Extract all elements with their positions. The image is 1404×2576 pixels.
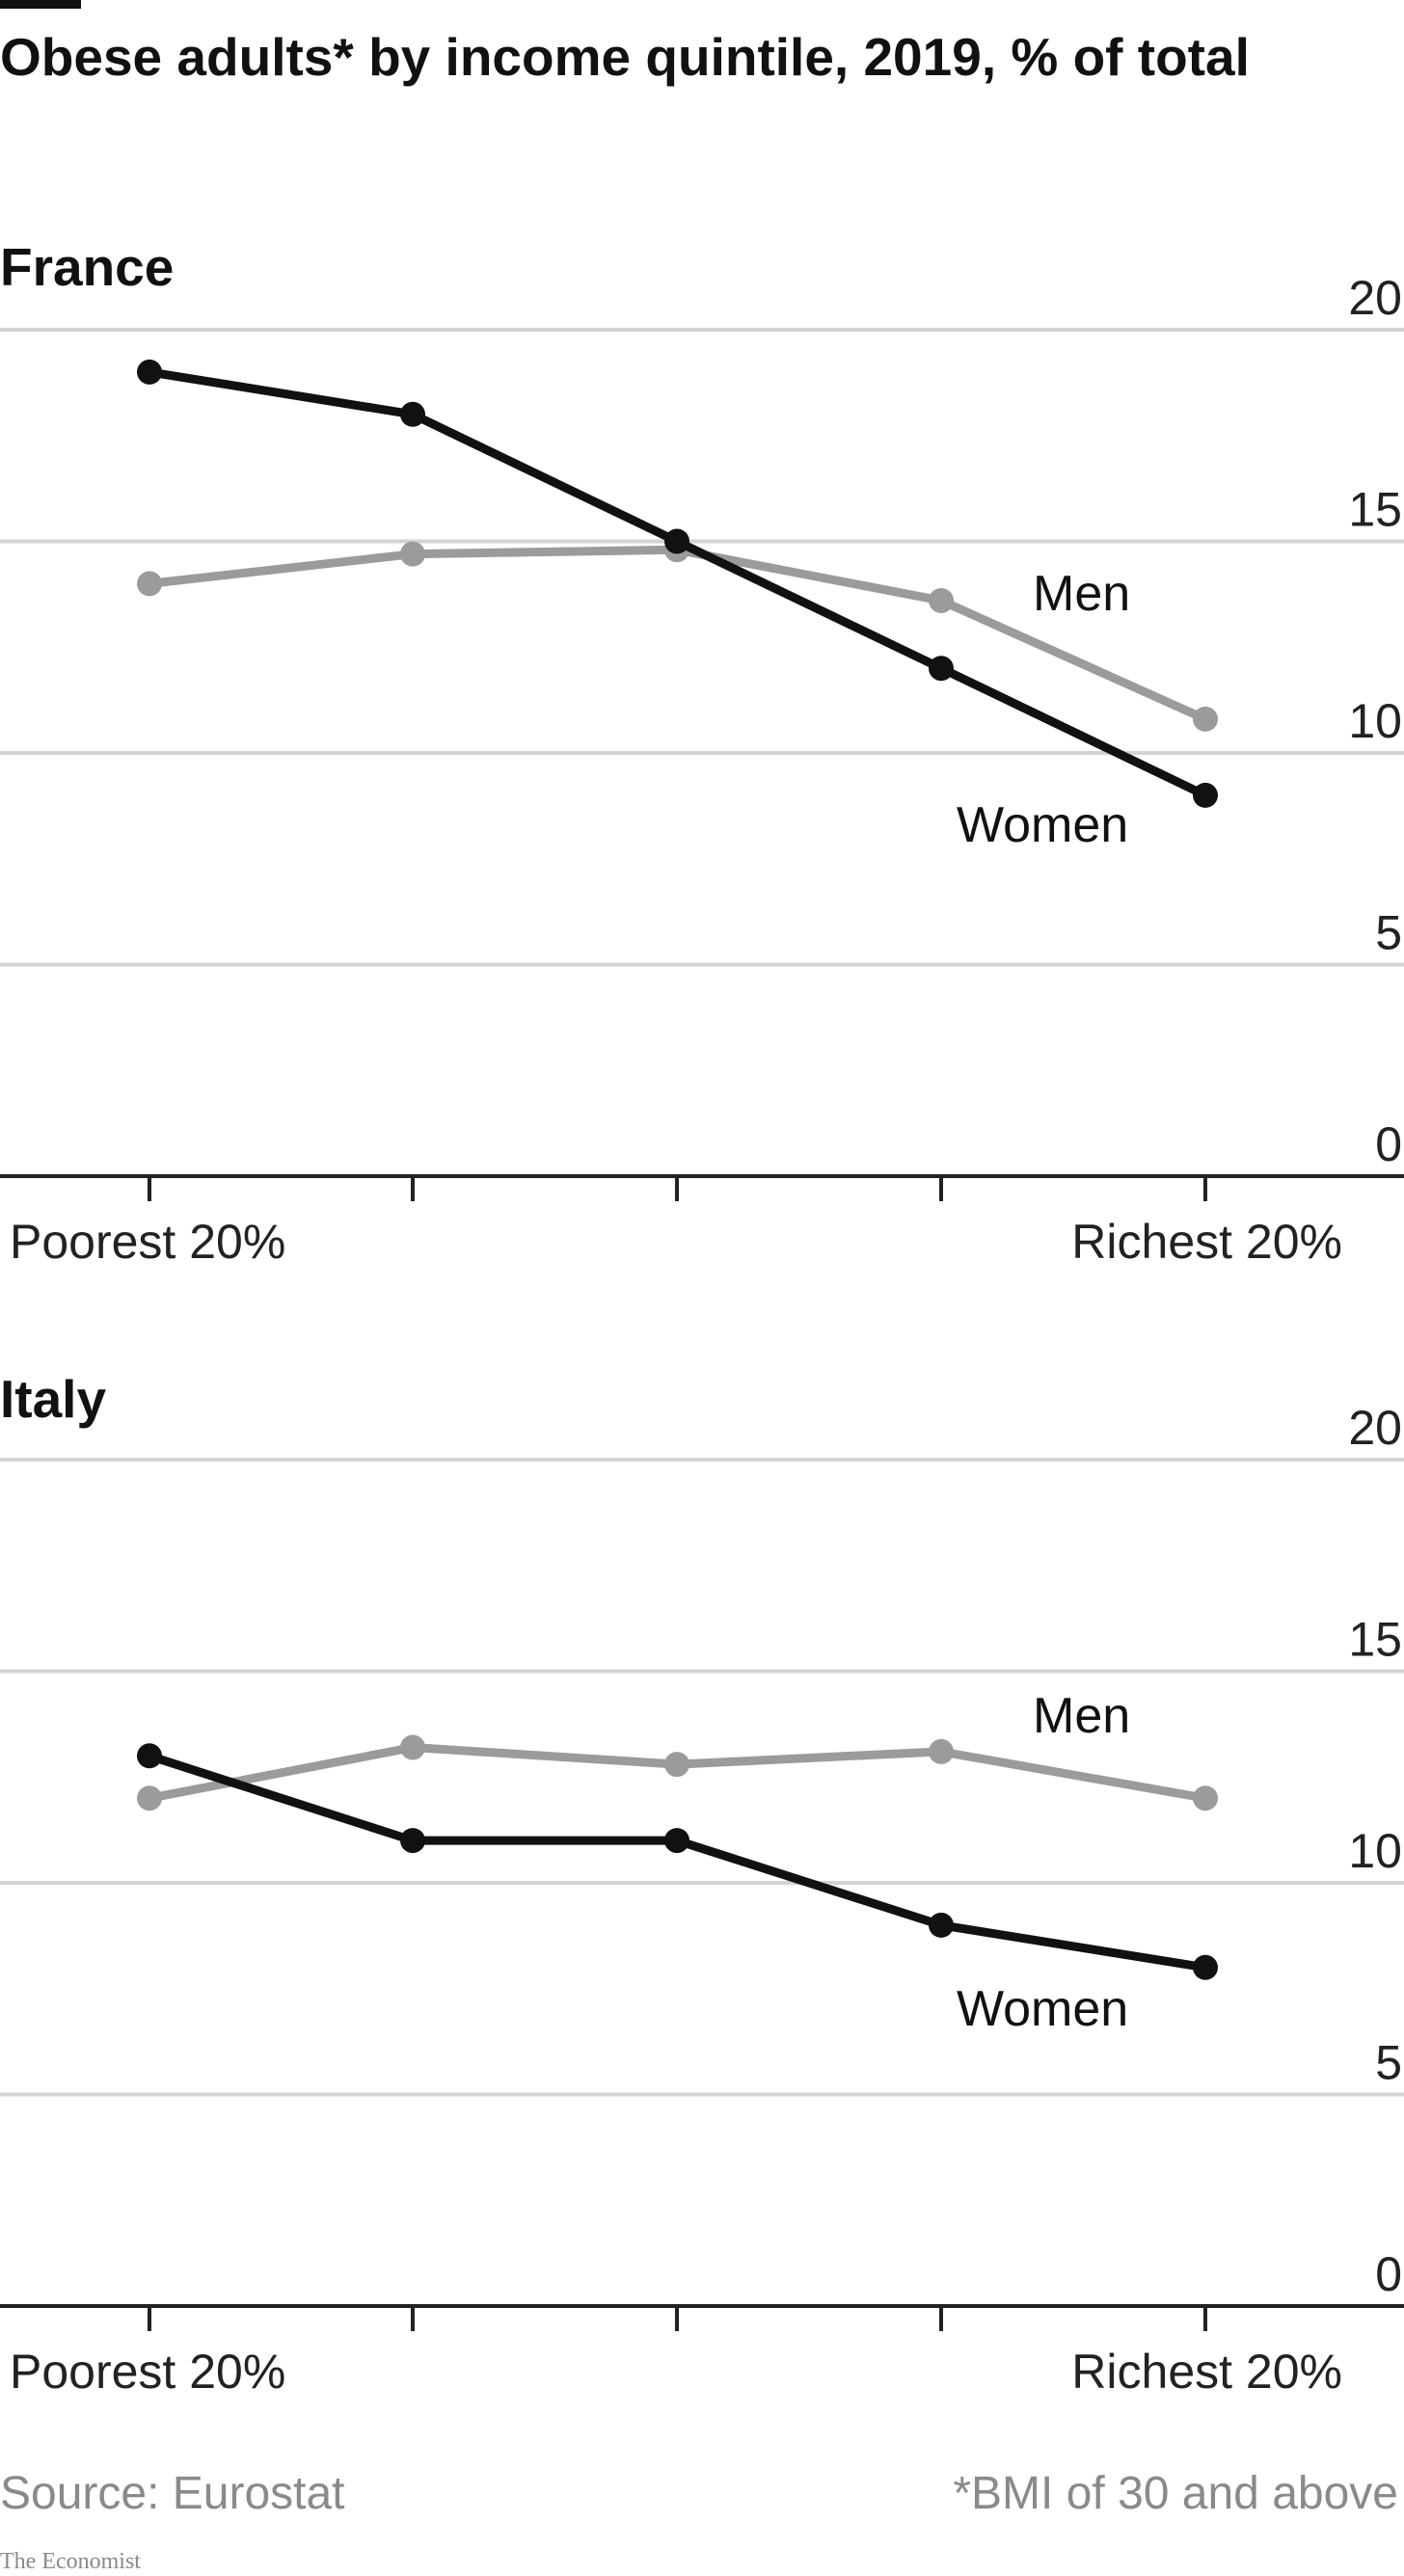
brand-label: The Economist — [0, 2549, 141, 2574]
y-tick-label: 5 — [1375, 906, 1402, 960]
y-tick-label: 10 — [1348, 694, 1402, 748]
footnote: *BMI of 30 and above — [953, 2468, 1398, 2519]
data-point-men — [137, 1785, 162, 1811]
y-tick-label: 0 — [1375, 1117, 1402, 1171]
panel-italy: Italy 20 15 10 5 0 Poorest 20% Richest 20% Men Wo… — [0, 1369, 1404, 2399]
panel-title: France — [0, 237, 174, 297]
data-point-women — [400, 1828, 425, 1854]
data-point-women — [929, 656, 954, 682]
data-point-women — [1193, 782, 1218, 808]
y-tick-label: 5 — [1375, 2036, 1402, 2090]
series-label-women: Women — [957, 1981, 1128, 2037]
x-tick-label: Richest 20% — [1071, 1215, 1342, 1269]
data-point-women — [137, 359, 162, 385]
data-point-women — [664, 528, 689, 554]
data-point-men — [137, 571, 162, 597]
series-line-women — [145, 1751, 1210, 1972]
data-point-women — [929, 1912, 954, 1938]
y-tick-label: 0 — [1375, 2247, 1402, 2301]
y-tick-label: 20 — [1348, 1401, 1402, 1455]
data-point-women — [137, 1743, 162, 1769]
panels: France 20 15 10 5 0 Poorest 20% Richest 20% Men W… — [0, 237, 1404, 2399]
data-point-women — [400, 401, 425, 427]
x-tick-label: Poorest 20% — [10, 1215, 285, 1269]
data-point-men — [400, 541, 425, 567]
chart-title: Obese adults* by income quintile, 2019, … — [0, 27, 1250, 87]
data-point-men — [1193, 706, 1218, 732]
panel-france: France 20 15 10 5 0 Poorest 20% Richest 20% Men W… — [0, 237, 1404, 1269]
series-label-women: Women — [957, 797, 1128, 853]
y-tick-label: 10 — [1348, 1824, 1402, 1878]
panel-title: Italy — [0, 1369, 106, 1429]
data-point-men — [664, 1752, 689, 1778]
y-tick-label: 20 — [1348, 271, 1402, 325]
accent-bar — [0, 0, 81, 9]
data-point-men — [400, 1734, 425, 1760]
data-point-men — [929, 587, 954, 613]
series-label-men: Men — [1033, 566, 1130, 622]
y-tick-label: 15 — [1348, 1613, 1402, 1667]
series-label-men: Men — [1033, 1688, 1130, 1744]
x-tick-label: Richest 20% — [1071, 2345, 1342, 2399]
source-note: Source: Eurostat — [0, 2468, 345, 2519]
data-point-women — [664, 1828, 689, 1854]
data-point-men — [929, 1738, 954, 1764]
y-tick-label: 15 — [1348, 483, 1402, 537]
data-point-women — [1193, 1954, 1218, 1980]
x-tick-label: Poorest 20% — [10, 2345, 285, 2399]
data-point-men — [1193, 1785, 1218, 1811]
